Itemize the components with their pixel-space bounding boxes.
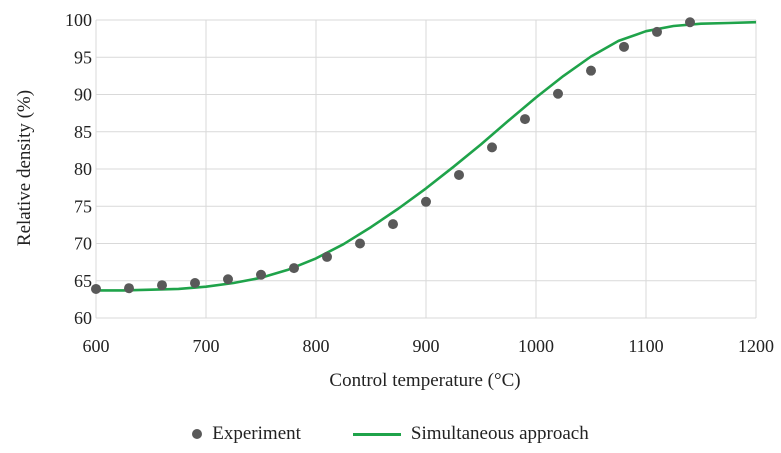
data-point-experiment — [487, 142, 497, 153]
grid — [95, 19, 757, 319]
y-axis-label: Relative density (%) — [14, 90, 35, 246]
data-point-experiment — [190, 277, 200, 288]
legend-item-experiment: Experiment — [192, 423, 301, 445]
data-point-experiment — [256, 269, 266, 280]
series — [91, 17, 757, 294]
legend: Experiment Simultaneous approach — [0, 423, 781, 445]
x-tick-label: 700 — [193, 336, 220, 356]
y-tick-label: 85 — [74, 122, 92, 142]
legend-marker-experiment — [192, 429, 203, 439]
legend-item-simultaneous: Simultaneous approach — [352, 423, 589, 445]
data-point-experiment — [157, 280, 167, 291]
y-tick-label: 80 — [74, 159, 92, 179]
data-point-experiment — [619, 41, 629, 52]
data-point-experiment — [454, 169, 464, 180]
y-tick-label: 70 — [74, 234, 92, 254]
data-point-experiment — [586, 65, 596, 76]
y-tick-label: 60 — [74, 308, 92, 328]
x-tick-label: 1100 — [628, 336, 663, 356]
data-point-experiment — [289, 263, 299, 274]
data-point-experiment — [322, 251, 332, 262]
data-point-experiment — [652, 26, 662, 37]
x-tick-label: 600 — [83, 336, 110, 356]
x-tick-label: 1000 — [518, 336, 554, 356]
data-point-experiment — [520, 114, 530, 125]
data-point-experiment — [421, 196, 431, 207]
x-axis-label: Control temperature (°C) — [329, 370, 520, 391]
x-tick-label: 900 — [413, 336, 440, 356]
legend-marker-simultaneous — [352, 432, 401, 436]
y-tick-label: 65 — [74, 271, 92, 291]
y-tick-label: 100 — [65, 10, 92, 30]
legend-label-experiment: Experiment — [212, 423, 301, 444]
legend-label-simultaneous: Simultaneous approach — [410, 423, 589, 444]
series-line-simultaneous-approach — [96, 20, 757, 292]
data-point-experiment — [223, 274, 233, 285]
data-point-experiment — [124, 283, 134, 294]
x-tick-label: 800 — [303, 336, 330, 356]
axes: 60 65 70 75 80 85 90 95 100 600 700 800 900 1000 1100 1… — [65, 10, 774, 356]
data-point-experiment — [553, 88, 563, 99]
data-point-experiment — [388, 219, 398, 230]
x-tick-label: 1200 — [738, 336, 774, 356]
y-tick-label: 90 — [74, 85, 92, 105]
y-tick-label: 75 — [74, 196, 92, 216]
data-point-experiment — [91, 283, 101, 294]
data-point-experiment — [355, 238, 365, 249]
data-point-experiment — [685, 17, 695, 28]
y-tick-label: 95 — [74, 47, 92, 67]
